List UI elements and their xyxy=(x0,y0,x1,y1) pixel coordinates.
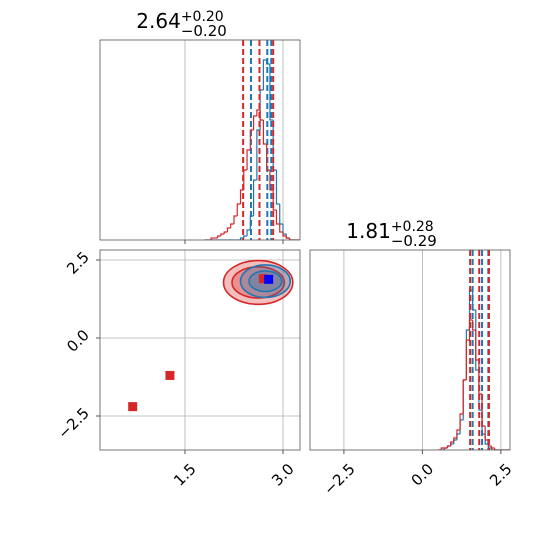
hist-step xyxy=(459,413,464,430)
hist-step xyxy=(266,144,270,171)
frame xyxy=(99,39,301,241)
title-lower: −0.20 xyxy=(181,22,227,40)
hist-step xyxy=(233,215,238,224)
panel: −2.5 0.0 2.5 1.81+0.28−0.29 xyxy=(309,219,516,499)
title-value: 2.64 xyxy=(136,9,181,33)
marker xyxy=(128,402,138,412)
plot-area xyxy=(438,250,510,450)
hist-step xyxy=(472,320,476,331)
hist-step xyxy=(259,110,264,121)
marker xyxy=(258,274,268,284)
hist-step xyxy=(440,447,445,450)
hist-step xyxy=(494,448,498,450)
hist-step xyxy=(475,330,479,361)
hist-step xyxy=(252,115,257,130)
y-tick-label: 2.5 xyxy=(63,248,93,278)
y-tick-label: 0.0 xyxy=(63,326,93,356)
hist-step xyxy=(262,120,267,145)
hist-step xyxy=(243,235,248,238)
hist-step xyxy=(256,109,261,116)
hist-step xyxy=(246,149,251,170)
hist-step xyxy=(256,129,261,180)
y-tick-label: −2.5 xyxy=(54,404,92,442)
hist-step xyxy=(269,64,274,121)
x-tick-label: 2.5 xyxy=(486,460,516,490)
title-value: 1.81 xyxy=(346,219,391,243)
hist-step xyxy=(279,224,284,233)
hist-step xyxy=(490,448,495,450)
panel-title: 1.81+0.28 xyxy=(346,219,433,243)
hist-step xyxy=(453,437,457,442)
hist-step xyxy=(262,59,267,90)
marker xyxy=(165,370,175,380)
hist-step xyxy=(275,210,280,225)
hist-step xyxy=(252,179,257,216)
hist-step xyxy=(288,238,293,240)
hist-step xyxy=(223,231,228,234)
hist-step xyxy=(220,233,225,236)
panel-title: 2.64+0.20 xyxy=(136,9,223,33)
hist-step xyxy=(490,446,495,449)
hist-step xyxy=(249,129,254,150)
hist-step xyxy=(465,339,470,380)
panel: 2.64+0.20−0.20 xyxy=(99,9,301,244)
x-tick-label: 0.0 xyxy=(408,460,438,490)
hist-step xyxy=(481,394,486,427)
hist-step xyxy=(285,236,290,239)
plot-area xyxy=(128,259,294,412)
frame xyxy=(309,249,511,451)
hist-step xyxy=(275,170,280,205)
hist-step xyxy=(217,235,221,238)
hist-step xyxy=(446,445,451,448)
plot-area xyxy=(204,40,300,240)
panel: 1.5 3.0 −2.5 0.0 2.5 xyxy=(54,248,301,490)
title-upper: +0.28 xyxy=(391,219,434,235)
hist-step xyxy=(236,203,241,216)
hist-step xyxy=(269,170,274,191)
hist-step xyxy=(450,441,454,446)
hist-step xyxy=(456,429,461,438)
title-lower: −0.29 xyxy=(391,232,437,250)
x-tick-label: −2.5 xyxy=(320,460,358,498)
hist-step xyxy=(230,223,234,228)
hist-step xyxy=(279,204,284,225)
marker xyxy=(264,274,274,284)
hist-step xyxy=(484,426,489,441)
x-tick-label: 3.0 xyxy=(268,460,298,490)
hist-step xyxy=(243,169,248,190)
frame xyxy=(99,249,301,451)
hist-step xyxy=(210,237,215,240)
hist-step xyxy=(462,379,467,414)
hist-step xyxy=(282,232,287,237)
hist-step xyxy=(226,227,231,232)
x-tick-label: 1.5 xyxy=(170,460,200,490)
hist-step xyxy=(246,229,251,236)
title-upper: +0.20 xyxy=(181,9,224,25)
